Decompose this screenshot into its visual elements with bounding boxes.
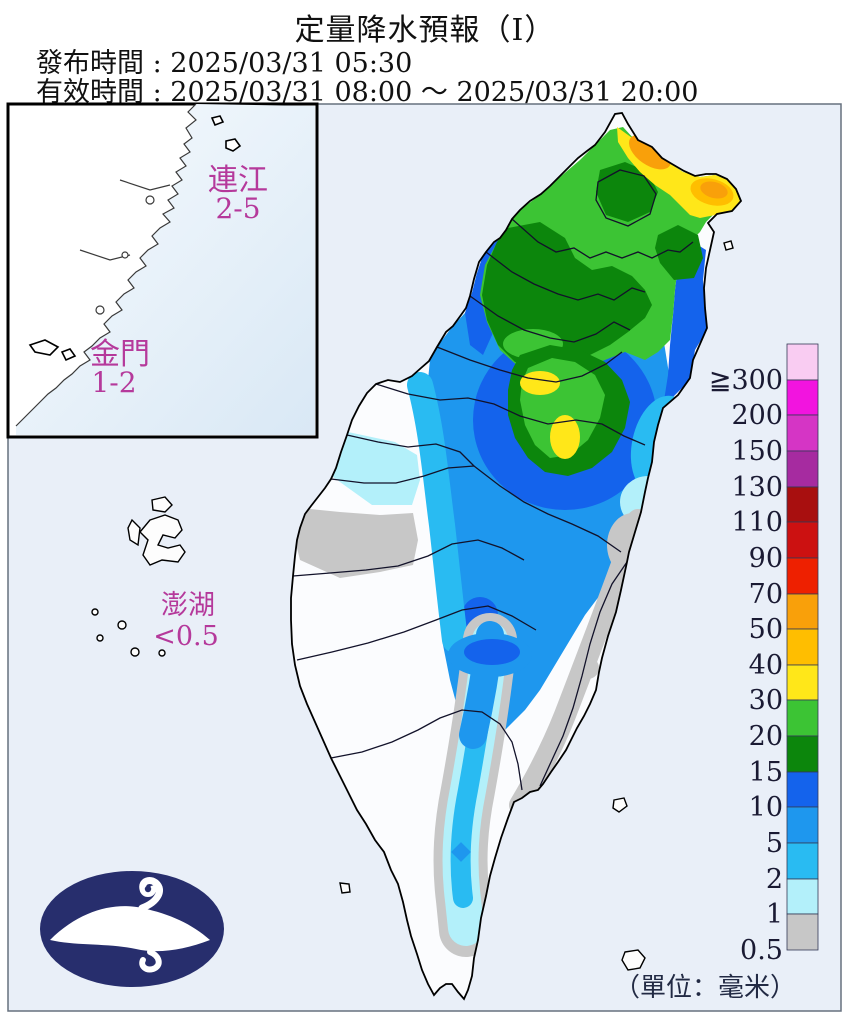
legend-label: 200 <box>731 400 783 431</box>
legend-cell <box>786 593 819 630</box>
legend-cell <box>786 913 819 951</box>
cloud-swirl-icon <box>50 877 210 973</box>
legend-label: 15 <box>749 757 783 788</box>
county-borders <box>292 169 694 791</box>
legend-label: 110 <box>731 507 783 538</box>
legend-label: 5 <box>766 828 783 859</box>
legend-cell <box>786 806 819 844</box>
legend-color-bar <box>786 343 819 951</box>
legend-cell <box>786 878 819 915</box>
legend-cell <box>786 628 819 666</box>
legend-cell <box>786 343 819 381</box>
legend-label: 90 <box>749 543 783 574</box>
legend-label: 10 <box>749 792 783 823</box>
page-title: 定量降水預報（Ⅰ） <box>294 13 556 48</box>
unit-note: （單位：毫米） <box>614 973 796 1003</box>
inset-box: 連江 2-5 金門 1-2 <box>6 102 319 439</box>
issued-time-line: 發布時間 : 2025/03/31 05:30 <box>36 48 413 79</box>
legend-label: 50 <box>749 614 783 645</box>
penghu-value: <0.5 <box>153 621 219 652</box>
legend-cell <box>786 735 819 773</box>
legend-cell <box>786 699 819 737</box>
legend-cell <box>786 486 819 523</box>
legend-labels: ≧300 200 150 130 110 90 70 50 40 30 20 1… <box>709 365 783 966</box>
legend-cell <box>786 664 819 701</box>
legend-cell <box>786 450 819 488</box>
legend-label: 40 <box>749 650 783 681</box>
legend-label: 20 <box>749 721 783 752</box>
inset-islets <box>28 115 242 362</box>
lienchiang-label: 連江 <box>208 163 268 198</box>
cwa-logo <box>40 871 224 987</box>
legend-label: 30 <box>749 685 783 716</box>
legend-label: 1 <box>766 899 783 930</box>
legend-label: 130 <box>731 472 783 503</box>
legend-cell <box>786 842 819 880</box>
legend-label: ≧300 <box>709 365 783 396</box>
legend-label: 0.5 <box>740 935 783 966</box>
kinmen-value: 1-2 <box>91 366 136 399</box>
legend-cell <box>786 521 819 559</box>
legend-cell <box>786 379 819 416</box>
legend-label: 70 <box>749 579 783 610</box>
penghu-label: 澎湖 <box>161 590 215 621</box>
offshore-islands <box>91 240 734 971</box>
lienchiang-value: 2-5 <box>215 192 260 225</box>
legend-label: 2 <box>766 864 783 895</box>
legend-cell <box>786 414 819 452</box>
legend-cell <box>786 771 819 808</box>
kinmen-label: 金門 <box>90 337 150 372</box>
legend-label: 150 <box>731 436 783 467</box>
legend-cell <box>786 557 819 595</box>
